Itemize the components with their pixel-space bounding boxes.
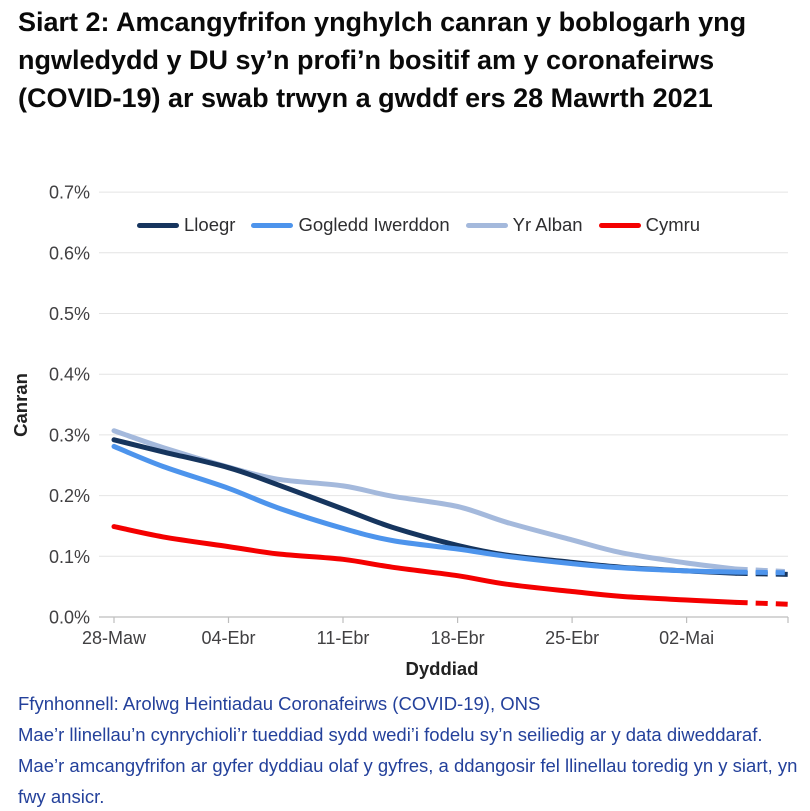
source-text: Ffynhonnell: Arolwg Heintiadau Coronafei… [18, 693, 541, 714]
series-dashed-cymru [735, 599, 790, 607]
x-tick-label: 18-Ebr [431, 628, 485, 648]
x-tick-label: 25-Ebr [545, 628, 599, 648]
y-tick-label: 0.3% [49, 425, 90, 445]
chart-legend: Lloegr Gogledd Iwerddon Yr Alban Cymru [137, 214, 700, 236]
x-axis-title: Dyddiad [406, 658, 479, 679]
y-tick-label: 0.7% [49, 183, 90, 203]
y-tick-label: 0.2% [49, 486, 90, 506]
x-tick-label: 04-Ebr [201, 628, 255, 648]
x-tick-label: 11-Ebr [317, 628, 370, 648]
legend-label-cymru: Cymru [645, 214, 701, 235]
x-tick-label: 02-Mai [659, 628, 714, 648]
legend-item-gogledd-iwerddon: Gogledd Iwerddon [251, 214, 450, 236]
y-tick-label: 0.0% [49, 608, 90, 628]
legend-item-yr-alban: Yr Alban [465, 214, 583, 236]
legend-line-swatch-gogledd-iwerddon [251, 222, 294, 228]
x-tick-label: 28-Maw [82, 628, 147, 648]
legend-item-cymru: Cymru [598, 214, 701, 236]
series-line-yr-alban [111, 428, 739, 572]
y-tick-label: 0.1% [49, 547, 90, 567]
chart-area: 0.0% 0.1% 0.2% 0.3% 0.4% 0.5% 0.6% 0.7% 28-Maw 04… [0, 170, 810, 685]
legend-line-swatch-lloegr [137, 222, 179, 228]
y-axis-title: Canran [10, 373, 31, 437]
legend-line-swatch-yr-alban [465, 222, 508, 228]
legend-line-swatch-cymru [598, 222, 641, 228]
chart-title: Siart 2: Amcangyfrifon ynghylch canran y… [18, 7, 747, 113]
footnote-text: Mae’r llinellau’n cynrychioli’r tueddiad… [18, 724, 798, 807]
series-line-cymru [111, 524, 739, 605]
y-tick-label: 0.4% [49, 365, 90, 385]
legend-item-lloegr: Lloegr [137, 214, 235, 236]
series-line-lloegr [111, 437, 739, 576]
y-tick-label: 0.6% [49, 243, 90, 263]
y-tick-label: 0.5% [49, 304, 90, 324]
line-chart-svg: 0.0% 0.1% 0.2% 0.3% 0.4% 0.5% 0.6% 0.7% 28-Maw 04… [10, 183, 793, 679]
legend-label-yr-alban: Yr Alban [512, 214, 583, 235]
series-line-gogledd-iwerddon [111, 443, 739, 575]
legend-label-gogledd-iwerddon: Gogledd Iwerddon [298, 214, 450, 235]
legend-label-lloegr: Lloegr [184, 214, 236, 235]
series-dashed-gogledd-iwerddon [735, 569, 785, 576]
